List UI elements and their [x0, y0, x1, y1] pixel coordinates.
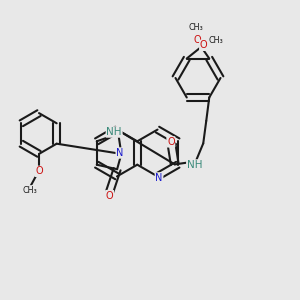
Text: O: O: [167, 137, 175, 147]
Text: O: O: [35, 166, 43, 176]
Text: NH: NH: [106, 127, 122, 137]
Text: O: O: [200, 40, 207, 50]
Text: O: O: [106, 190, 113, 201]
Text: N: N: [155, 173, 163, 183]
Text: CH₃: CH₃: [209, 36, 224, 45]
Text: O: O: [193, 35, 201, 45]
Text: CH₃: CH₃: [189, 23, 204, 32]
Text: NH: NH: [187, 160, 202, 170]
Text: CH₃: CH₃: [22, 186, 37, 195]
Text: N: N: [116, 148, 124, 158]
